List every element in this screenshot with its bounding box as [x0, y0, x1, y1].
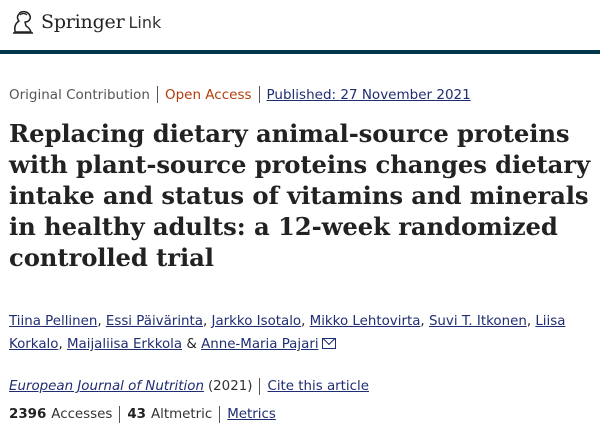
article-meta: Original Contribution Open Access Publis… [9, 86, 471, 103]
altmetric-label: Altmetric [150, 407, 213, 422]
logo-text: Springer Link [41, 11, 161, 33]
open-access-badge: Open Access [164, 86, 252, 103]
author-link[interactable]: Tiina Pellinen [9, 314, 98, 329]
journal-name-link[interactable]: European Journal of Nutrition [9, 379, 204, 394]
author-link[interactable]: Suvi T. Itkonen [428, 314, 527, 329]
article-metrics: 2396 Accesses 43 Altmetric Metrics [9, 406, 276, 423]
metrics-divider [119, 406, 121, 423]
altmetric-count: 43 [127, 407, 146, 422]
metrics-divider [219, 406, 221, 423]
metrics-link[interactable]: Metrics [227, 407, 276, 422]
springerlink-logo[interactable]: Springer Link [11, 8, 161, 36]
journal-info: European Journal of Nutrition (2021) Cit… [9, 378, 369, 395]
author-link[interactable]: Essi Päivärinta [105, 314, 203, 329]
journal-divider [259, 378, 261, 395]
accesses-count: 2396 [9, 407, 47, 422]
springer-horse-icon [13, 10, 33, 34]
meta-divider [156, 86, 158, 103]
article-type: Original Contribution [9, 86, 150, 103]
author-link[interactable]: Anne-Maria Pajari [201, 337, 319, 352]
logo-suffix: Link [128, 13, 162, 32]
published-date-link[interactable]: Published: 27 November 2021 [266, 86, 471, 103]
journal-year: (2021) [207, 379, 253, 394]
cite-this-article-link[interactable]: Cite this article [267, 379, 369, 394]
author-link[interactable]: Liisa Korkalo [9, 314, 566, 352]
author-list: Tiina Pellinen, Essi Päivärinta, Jarkko … [9, 314, 566, 352]
author-link[interactable]: Jarkko Isotalo [211, 314, 302, 329]
meta-divider [258, 86, 260, 103]
header-rule [0, 50, 600, 54]
author-link[interactable]: Mikko Lehtovirta [309, 314, 421, 329]
mail-icon[interactable] [321, 338, 336, 349]
site-header: Springer Link [0, 0, 600, 50]
author-link[interactable]: Maijaliisa Erkkola [66, 337, 183, 352]
logo-brand: Springer [41, 11, 125, 33]
accesses-label: Accesses [51, 407, 113, 422]
article-title: Replacing dietary animal-source proteins… [9, 119, 591, 272]
